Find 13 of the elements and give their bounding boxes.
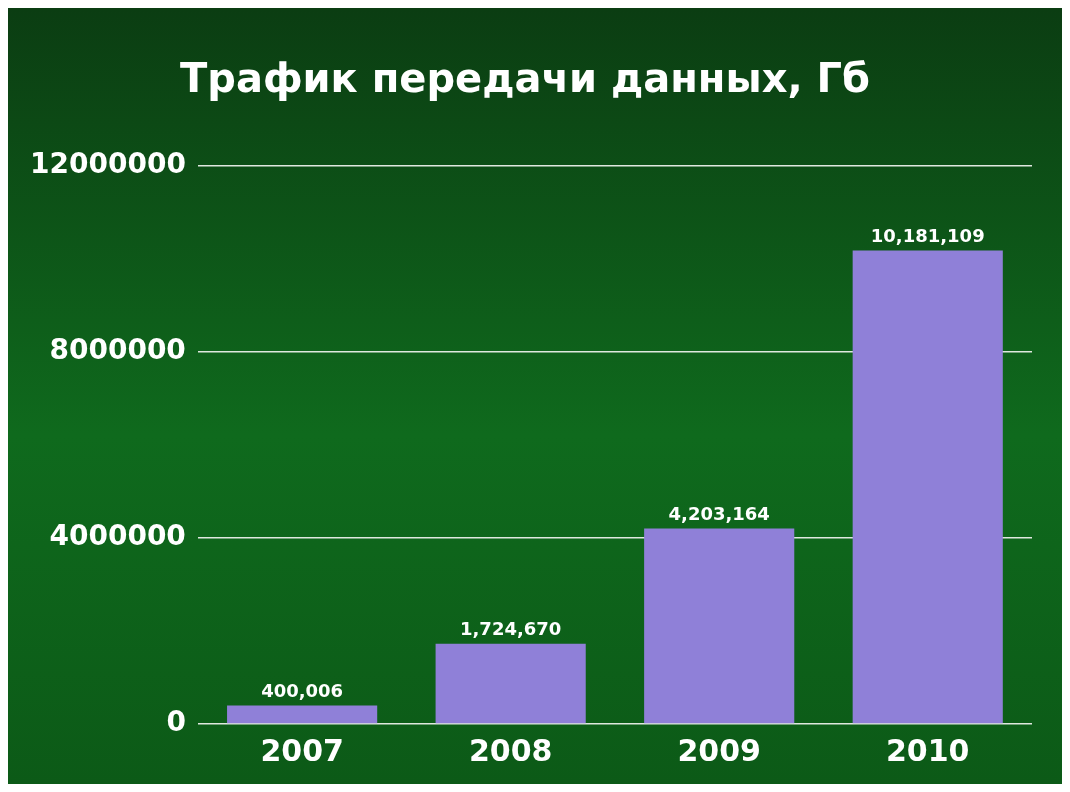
data-label: 1,724,670 — [459, 618, 562, 640]
x-tick-label: 2010 — [885, 732, 970, 768]
data-label: 10,181,109 — [870, 225, 985, 247]
x-tick-label: 2009 — [677, 732, 761, 768]
y-tick-label: 8000000 — [49, 333, 186, 367]
data-label: 4,203,164 — [668, 503, 770, 525]
x-tick-label: 2007 — [260, 732, 344, 768]
y-tick-label: 12000000 — [30, 147, 186, 181]
chart-title: Трафик передачи данных, Гб — [179, 55, 871, 102]
y-tick-label: 4000000 — [49, 519, 186, 553]
y-tick-label: 0 — [166, 705, 186, 739]
x-tick-label: 2008 — [468, 732, 553, 768]
data-label: 400,006 — [261, 680, 344, 702]
